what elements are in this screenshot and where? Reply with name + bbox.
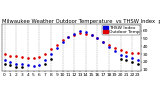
Text: Milwaukee Weather Outdoor Temperature  vs THSW Index  per Hour  (24 Hours): Milwaukee Weather Outdoor Temperature vs… <box>2 19 160 24</box>
Legend: THSW Index, Outdoor Temp: THSW Index, Outdoor Temp <box>102 25 140 35</box>
